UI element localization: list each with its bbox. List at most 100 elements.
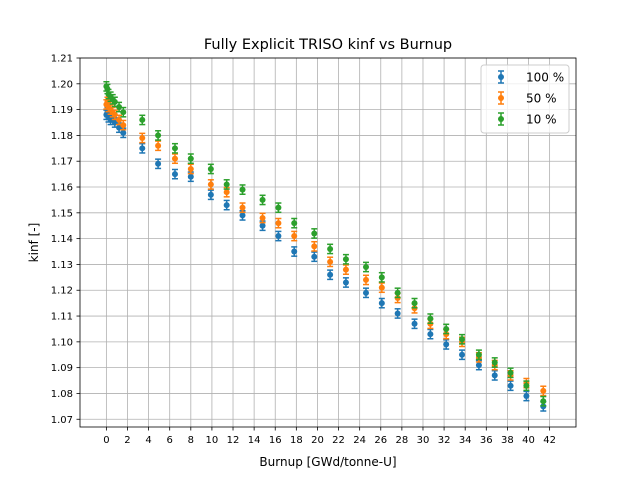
data-point (491, 372, 498, 379)
y-tick-label: 1.11 (51, 312, 73, 323)
y-tick-label: 1.14 (51, 234, 73, 245)
x-tick-label: 10 (206, 435, 219, 446)
y-axis-label: kinf [-] (27, 223, 41, 263)
data-point (411, 300, 418, 307)
data-point (362, 276, 369, 283)
x-tick-label: 30 (417, 435, 430, 446)
data-point (491, 359, 498, 366)
y-tick-label: 1.16 (51, 183, 73, 194)
data-point (155, 132, 162, 139)
data-point (207, 191, 214, 198)
data-point (120, 129, 127, 136)
data-point (443, 325, 450, 332)
data-point (475, 362, 482, 369)
series-2 (103, 80, 547, 407)
legend-marker (498, 95, 504, 101)
legend-entry: 50 % (498, 91, 557, 106)
data-point (459, 336, 466, 343)
data-point (171, 171, 178, 178)
x-tick-label: 36 (480, 435, 493, 446)
y-tick-label: 1.18 (51, 131, 73, 142)
data-point (116, 116, 123, 123)
data-point (327, 271, 334, 278)
data-point (443, 341, 450, 348)
data-point (311, 230, 318, 237)
data-point (155, 160, 162, 167)
legend-label: 100 % (526, 71, 564, 85)
x-axis-label: Burnup [GWd/tonne-U] (259, 455, 396, 469)
data-point (427, 315, 434, 322)
y-tick-label: 1.20 (51, 79, 73, 90)
data-point (394, 310, 401, 317)
data-point (223, 202, 230, 209)
x-tick-label: 40 (522, 435, 535, 446)
y-tick-label: 1.08 (51, 389, 73, 400)
data-point (111, 98, 118, 105)
data-point (327, 258, 334, 265)
data-point (342, 256, 349, 263)
data-point (459, 351, 466, 358)
data-point (120, 122, 127, 129)
data-point (275, 233, 282, 240)
x-axis-ticks: 0 2 4 6 8 10 12 14 16 18 20 22 24 26 28 30 32 34 36 38 40 42 (103, 427, 556, 446)
data-point (378, 300, 385, 307)
data-point (411, 320, 418, 327)
x-tick-label: 22 (332, 435, 345, 446)
chart-title: Fully Explicit TRISO kinf vs Burnup (204, 37, 452, 53)
data-point (139, 145, 146, 152)
legend-label: 10 % (526, 113, 557, 127)
x-tick-label: 34 (459, 435, 472, 446)
y-tick-label: 1.10 (51, 337, 73, 348)
data-point (394, 289, 401, 296)
x-tick-label: 14 (248, 435, 261, 446)
x-tick-label: 8 (188, 435, 194, 446)
data-point (275, 220, 282, 227)
x-tick-label: 26 (374, 435, 387, 446)
y-tick-label: 1.21 (51, 54, 73, 65)
data-point (187, 173, 194, 180)
data-point (523, 382, 530, 389)
x-tick-label: 42 (543, 435, 556, 446)
data-point (187, 155, 194, 162)
data-point (207, 181, 214, 188)
x-tick-label: 32 (438, 435, 451, 446)
data-point (171, 145, 178, 152)
data-point (342, 279, 349, 286)
legend-marker (498, 74, 504, 80)
data-point (378, 274, 385, 281)
data-point (427, 331, 434, 338)
data-point (362, 264, 369, 271)
data-point (311, 253, 318, 260)
data-point (523, 393, 530, 400)
data-point (239, 204, 246, 211)
data-point (239, 212, 246, 219)
data-point (207, 165, 214, 172)
legend-entry: 100 % (498, 70, 564, 85)
data-point (120, 109, 127, 116)
data-point (116, 104, 123, 111)
legend-marker (498, 116, 504, 122)
x-tick-label: 38 (501, 435, 514, 446)
data-point (111, 111, 118, 118)
series-0 (103, 106, 547, 412)
data-point (311, 243, 318, 250)
data-point (223, 189, 230, 196)
data-point (291, 220, 298, 227)
data-point (342, 266, 349, 273)
data-point (139, 134, 146, 141)
data-point (327, 245, 334, 252)
data-point (291, 248, 298, 255)
legend-box (480, 64, 570, 134)
data-point (239, 186, 246, 193)
x-tick-label: 4 (145, 435, 151, 446)
y-tick-label: 1.17 (51, 157, 73, 168)
data-point (187, 165, 194, 172)
data-point (475, 351, 482, 358)
y-tick-label: 1.19 (51, 105, 73, 116)
x-tick-label: 20 (311, 435, 324, 446)
data-points (103, 80, 547, 412)
y-axis-ticks: 1.07 1.08 1.09 1.10 1.11 1.12 1.13 1.14 1.15 1.16… (51, 54, 80, 426)
data-point (259, 214, 266, 221)
data-point (275, 204, 282, 211)
